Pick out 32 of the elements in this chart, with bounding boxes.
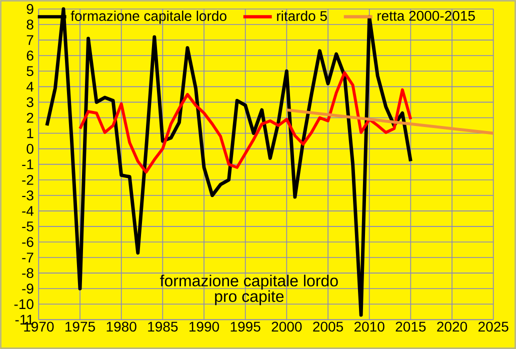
x-tick-label: 1980 <box>106 322 136 332</box>
x-tick-label: 1975 <box>65 322 95 332</box>
x-tick-label: 1985 <box>148 322 178 332</box>
x-tick-label: 2010 <box>354 322 384 332</box>
line-series <box>78 71 412 174</box>
x-tick-label: 2025 <box>478 322 508 332</box>
y-tick-label: 3 <box>26 97 34 108</box>
y-tick-label: -3 <box>22 190 34 200</box>
y-tick-label: -4 <box>22 206 34 216</box>
x-tick-label: 2000 <box>272 322 302 332</box>
y-tick-label: 6 <box>26 50 34 61</box>
y-tick-label: 5 <box>26 66 34 76</box>
y-tick-label: 9 <box>26 4 34 14</box>
x-tick-label: 1990 <box>190 322 220 332</box>
y-tick-label: 4 <box>26 82 34 92</box>
y-tick-label: 8 <box>26 20 34 30</box>
x-tick-label: 2020 <box>437 322 468 332</box>
x-tick-label: 2015 <box>396 322 426 332</box>
y-tick-label: 7 <box>26 35 34 45</box>
y-tick-label: 2 <box>26 112 34 123</box>
y-tick-label: -5 <box>22 222 34 232</box>
y-tick-label: -2 <box>22 174 34 185</box>
x-tick-label: 1995 <box>230 322 260 332</box>
y-tick-label: 1 <box>27 128 34 138</box>
y-tick-label: -8 <box>22 268 34 278</box>
y-tick-label: -1 <box>22 160 34 170</box>
y-tick-label: -9 <box>22 284 34 294</box>
x-tick-label: 2005 <box>313 322 343 332</box>
y-tick-label: 0 <box>26 144 34 154</box>
y-tick-label: -6 <box>22 237 34 247</box>
y-tick-label: -7 <box>22 252 34 262</box>
y-tick-label: -10 <box>14 299 34 310</box>
